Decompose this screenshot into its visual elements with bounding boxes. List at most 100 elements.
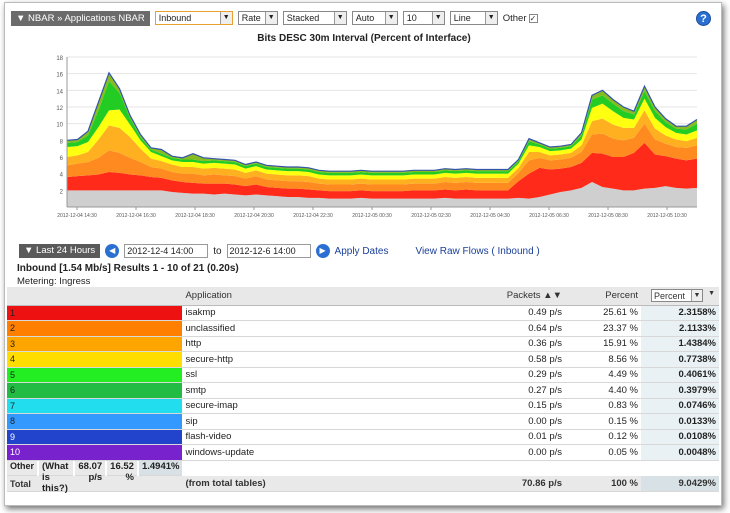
- application-name[interactable]: windows-update: [182, 444, 485, 461]
- direction-select[interactable]: Inbound ▼: [154, 11, 233, 25]
- date-range-bar: ▼ Last 24 Hours ◀ 2012-12-4 14:00 to 201…: [19, 243, 540, 259]
- packets-value: 0.64 p/s: [485, 320, 565, 337]
- table-row[interactable]: 1 isakmp 0.49 p/s 25.61 % 2.3158%: [7, 305, 719, 321]
- table-row[interactable]: 7 secure-imap 0.15 p/s 0.83 % 0.0746%: [7, 398, 719, 414]
- table-row[interactable]: 10 windows-update 0.00 p/s 0.05 % 0.0048%: [7, 444, 719, 461]
- mode-select[interactable]: Stacked ▼: [282, 11, 347, 25]
- application-name[interactable]: http: [182, 336, 485, 352]
- percent-header[interactable]: Percent: [565, 287, 641, 306]
- style-select[interactable]: Line ▼: [449, 11, 498, 25]
- scale-select[interactable]: Auto ▼: [351, 11, 398, 25]
- window: ▼ NBAR » Applications NBAR Inbound ▼ Rate…: [4, 2, 722, 506]
- table-row[interactable]: 9 flash-video 0.01 p/s 0.12 % 0.0108%: [7, 429, 719, 445]
- row-color-index: 6: [7, 382, 183, 399]
- x-tick-label: 2012-12-05 08:30: [588, 213, 628, 219]
- series-area-2: [67, 142, 697, 199]
- row-color-index: 9: [7, 429, 183, 445]
- toolbar: ▼ NBAR » Applications NBAR Inbound ▼ Rate…: [11, 9, 538, 27]
- row-color-index: 1: [7, 305, 183, 321]
- packets-header[interactable]: Packets ▲▼: [485, 287, 565, 306]
- application-name[interactable]: smtp: [182, 382, 485, 399]
- table-row[interactable]: 2 unclassified 0.64 p/s 23.37 % 2.1133%: [7, 320, 719, 337]
- table-row[interactable]: 4 secure-http 0.58 p/s 8.56 % 0.7738%: [7, 351, 719, 368]
- table-row[interactable]: 8 sip 0.00 p/s 0.15 % 0.0133%: [7, 413, 719, 430]
- scale-value: Auto: [355, 13, 375, 23]
- x-tick-label: 2012-12-05 02:30: [411, 213, 451, 219]
- metric-value: 1.4384%: [641, 336, 719, 352]
- metric-value: 0.0133%: [641, 413, 719, 430]
- table-row[interactable]: 6 smtp 0.27 p/s 4.40 % 0.3979%: [7, 382, 719, 399]
- y-tick-label: 18: [56, 56, 63, 62]
- table-row[interactable]: 5 ssl 0.29 p/s 4.49 % 0.4061%: [7, 367, 719, 383]
- percent-value: 25.61 %: [565, 305, 641, 321]
- count-select[interactable]: 10 ▼: [402, 11, 445, 25]
- x-tick-label: 2012-12-04 22:30: [293, 213, 333, 219]
- application-name[interactable]: isakmp: [182, 305, 485, 321]
- percent-value: 0.05 %: [565, 444, 641, 461]
- application-name[interactable]: unclassified: [182, 320, 485, 337]
- metric-value: 0.0746%: [641, 398, 719, 414]
- row-color-index: 7: [7, 398, 183, 414]
- count-value: 10: [406, 13, 417, 23]
- application-name[interactable]: flash-video: [182, 429, 485, 445]
- sort-desc-icon[interactable]: ▼: [708, 290, 715, 297]
- row-color-index: 3: [7, 336, 183, 352]
- area-chart: 2 4 6 8 10 12 14 16 18 2012-12-04 14:30 2012-12-04…: [56, 56, 698, 219]
- total-value: 9.0429%: [641, 476, 719, 492]
- y-tick-label: 10: [56, 123, 63, 129]
- table-body: 1 isakmp 0.49 p/s 25.61 % 2.3158% 2 unclassifi…: [7, 305, 719, 494]
- packets-value: 0.15 p/s: [485, 398, 565, 414]
- other-checkbox[interactable]: ✓: [528, 13, 538, 23]
- total-packets: 70.86 p/s: [485, 476, 565, 492]
- x-tick-label: 2012-12-04 14:30: [57, 213, 97, 219]
- x-tick-label: 2012-12-04 16:30: [116, 213, 156, 219]
- series-area-1: [67, 182, 697, 207]
- metric-select[interactable]: Rate ▼: [237, 11, 278, 25]
- column-metric-value: Percent: [654, 290, 686, 301]
- application-name[interactable]: ssl: [182, 367, 485, 383]
- application-name[interactable]: sip: [182, 413, 485, 430]
- other-name[interactable]: (What is this?): [39, 460, 74, 494]
- other-row: Other (What is this?) 68.07 p/s 16.52 % 1.49…: [7, 460, 183, 494]
- next-range-icon[interactable]: ▶: [315, 244, 330, 258]
- chart-title: Bits DESC 30m Interval (Percent of Inter…: [257, 33, 471, 44]
- table-row[interactable]: 3 http 0.36 p/s 15.91 % 1.4384%: [7, 336, 719, 352]
- start-date-input[interactable]: 2012-12-4 14:00: [124, 244, 209, 258]
- prev-range-icon[interactable]: ◀: [105, 244, 120, 258]
- metering-label: Metering: Ingress: [17, 276, 91, 287]
- preset-range-button[interactable]: ▼ Last 24 Hours: [19, 244, 101, 258]
- application-name[interactable]: secure-imap: [182, 398, 485, 414]
- percent-value: 15.91 %: [565, 336, 641, 352]
- packets-value: 0.00 p/s: [485, 444, 565, 461]
- packets-value: 0.01 p/s: [485, 429, 565, 445]
- percent-value: 0.83 %: [565, 398, 641, 414]
- x-tick-label: 2012-12-05 06:30: [529, 213, 569, 219]
- chevron-down-icon: ▼: [384, 12, 397, 24]
- chevron-down-icon: ▼: [484, 12, 497, 24]
- other-label: Other: [502, 12, 527, 24]
- y-tick-label: 16: [56, 73, 63, 79]
- x-tick-label: 2012-12-05 04:30: [470, 213, 510, 219]
- application-name[interactable]: secure-http: [182, 351, 485, 368]
- total-label: Total: [7, 476, 183, 492]
- other-label: Other: [7, 460, 38, 476]
- metric-value: Rate: [241, 13, 261, 23]
- breadcrumb[interactable]: ▼ NBAR » Applications NBAR: [11, 10, 150, 26]
- other-toggle: Other ✓: [503, 13, 538, 24]
- x-tick-label: 2012-12-05 00:30: [352, 213, 392, 219]
- metric-value: 2.1133%: [641, 320, 719, 337]
- mode-value: Stacked: [286, 13, 320, 23]
- end-date-input[interactable]: 2012-12-6 14:00: [226, 244, 311, 258]
- total-percent: 100 %: [565, 476, 641, 492]
- help-icon[interactable]: ?: [696, 11, 711, 26]
- total-row: Total (from total tables) 70.86 p/s 100 % 9.…: [7, 476, 719, 492]
- metric-value: 0.3979%: [641, 382, 719, 399]
- to-label: to: [213, 245, 222, 257]
- chevron-down-icon: ▼: [264, 12, 277, 24]
- table-header-row: Application Packets ▲▼ Percent Percent ▼ …: [7, 287, 719, 306]
- column-metric-select[interactable]: Percent ▼: [651, 289, 703, 303]
- apply-dates-link[interactable]: Apply Dates: [334, 245, 389, 257]
- view-raw-flows-link[interactable]: View Raw Flows ( Inbound ): [415, 245, 540, 257]
- percent-value: 4.49 %: [565, 367, 641, 383]
- application-header[interactable]: Application: [182, 287, 485, 306]
